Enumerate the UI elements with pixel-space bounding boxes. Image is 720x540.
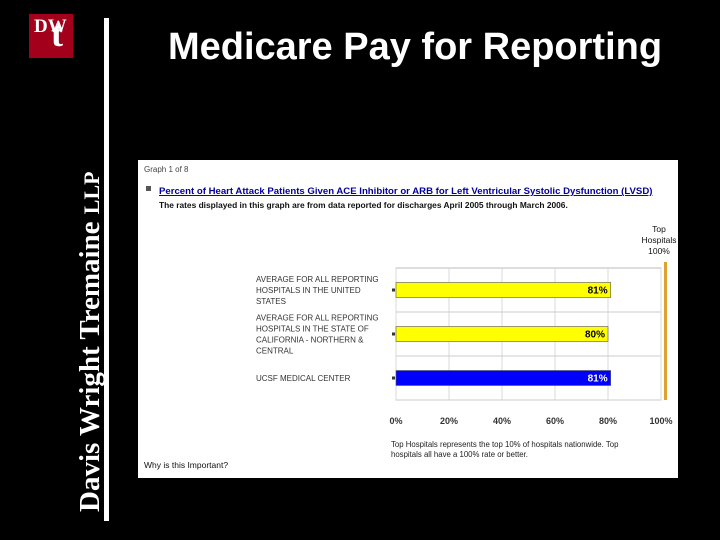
category-label: UCSF MEDICAL CENTER [256,374,351,383]
top-hospitals-label: Hospitals [642,235,677,245]
category-label: AVERAGE FOR ALL REPORTING [256,275,379,284]
why-important-link[interactable]: Why is this Important? [144,460,228,470]
x-tick-label: 20% [440,416,458,426]
category-bullet-icon [392,288,395,292]
category-label: HOSPITALS IN THE STATE OF [256,325,369,334]
top-hospitals-label: 100% [648,246,670,256]
bar [395,370,611,386]
bar-chart: Graph 1 of 8 Percent of Heart Attack Pati… [144,165,677,470]
category-label: AVERAGE FOR ALL REPORTING [256,314,379,323]
x-tick-label: 100% [649,416,672,426]
logo-mark: t [51,14,63,54]
bullet-icon [146,186,151,191]
graph-footnote: hospitals all have a 100% rate or better… [391,450,528,459]
bar-value-label: 80% [585,330,605,341]
x-tick-label: 40% [493,416,511,426]
category-label: CALIFORNIA - NORTHERN & [256,336,364,345]
category-label: HOSPITALS IN THE UNITED [256,286,361,295]
firm-name: Davis Wright Tremaine LLP [74,171,107,512]
firm-name-text: Davis Wright Tremaine [74,221,106,512]
bar-value-label: 81% [588,374,608,385]
category-bullet-icon [392,376,395,380]
bar-value-label: 81% [588,286,608,297]
top-hospitals-label: Top [652,224,666,234]
logo-letters: DW [34,16,67,37]
graph-page-label: Graph 1 of 8 [144,165,189,174]
x-tick-label: 60% [546,416,564,426]
graph-footnote: Top Hospitals represents the top 10% of … [391,440,619,449]
firm-logo: DW t [29,14,73,58]
category-bullet-icon [392,332,395,336]
category-label: STATES [256,297,286,306]
bar [395,282,611,298]
top-hospitals-reference-line [664,262,667,400]
vertical-divider [104,18,109,521]
firm-name-suffix: LLP [79,171,104,215]
category-label: CENTRAL [256,347,294,356]
bar [395,326,609,342]
graph-subtitle: The rates displayed in this graph are fr… [159,200,568,210]
chart-panel: Graph 1 of 8 Percent of Heart Attack Pati… [138,160,678,478]
x-tick-label: 0% [389,416,402,426]
x-tick-label: 80% [599,416,617,426]
slide-title: Medicare Pay for Reporting [167,26,663,68]
graph-title-link[interactable]: Percent of Heart Attack Patients Given A… [159,186,652,197]
